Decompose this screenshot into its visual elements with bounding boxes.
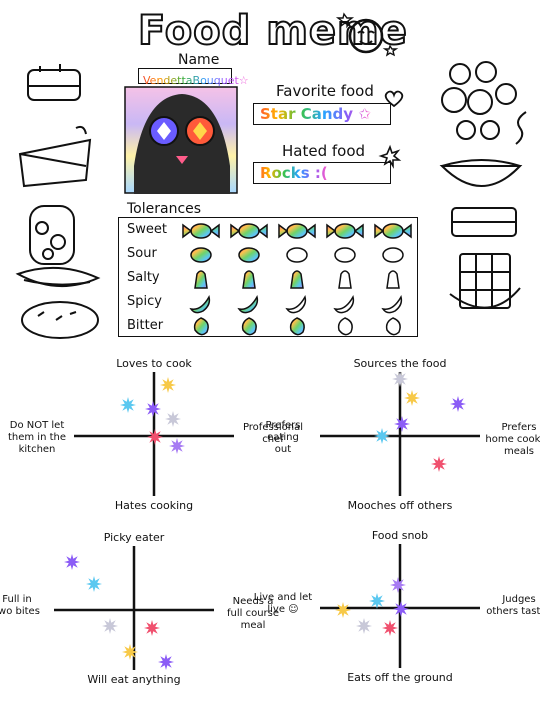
tolerances-title: Tolerances bbox=[127, 201, 202, 217]
star-marker bbox=[144, 620, 160, 636]
leaf-icon bbox=[241, 317, 257, 336]
star-marker bbox=[356, 618, 372, 634]
star-marker bbox=[169, 438, 185, 454]
star-marker bbox=[374, 428, 390, 444]
heart-icon bbox=[384, 90, 404, 108]
chart-3-left-label: Full in two bites bbox=[0, 594, 40, 617]
chart-4-right-label: Judges others tastes bbox=[486, 594, 540, 617]
star-marker bbox=[145, 401, 161, 417]
tolerance-label-spicy: Spicy bbox=[127, 294, 162, 309]
character-portrait bbox=[124, 86, 238, 194]
star-marker bbox=[122, 644, 138, 660]
name-label: Name bbox=[178, 52, 220, 68]
pepper-icon bbox=[189, 295, 211, 314]
lemon-icon bbox=[190, 247, 212, 263]
chart-1-top-label: Loves to cook bbox=[116, 357, 192, 370]
candy-icon bbox=[326, 223, 364, 239]
tolerance-label-sweet: Sweet bbox=[127, 222, 167, 237]
tolerance-label-sour: Sour bbox=[127, 246, 157, 261]
smiley-icon bbox=[335, 12, 399, 57]
lemon-icon bbox=[286, 247, 308, 263]
candy-icon bbox=[374, 223, 412, 239]
star-marker bbox=[160, 377, 176, 393]
chart-2-top-label: Sources the food bbox=[353, 357, 447, 370]
salt-shaker-icon bbox=[290, 270, 304, 289]
chart-2-left-label: Prefers eating out bbox=[265, 420, 301, 455]
candy-icon bbox=[182, 223, 220, 239]
star-marker bbox=[147, 429, 163, 445]
pepper-icon bbox=[381, 295, 403, 314]
hated-food-field: Rocks :( bbox=[253, 162, 391, 184]
lemon-icon bbox=[238, 247, 260, 263]
star-marker bbox=[64, 554, 80, 570]
star-marker bbox=[450, 396, 466, 412]
chart-4-bottom-label: Eats off the ground bbox=[347, 671, 453, 684]
salt-shaker-icon bbox=[338, 270, 352, 289]
star-marker bbox=[392, 371, 408, 387]
pepper-icon bbox=[333, 295, 355, 314]
candy-icon bbox=[278, 223, 316, 239]
tolerance-label-salty: Salty bbox=[127, 270, 160, 285]
favorite-food-label: Favorite food bbox=[276, 82, 374, 100]
favorite-food-field: Star Candy ✩ bbox=[253, 103, 391, 125]
lemon-icon bbox=[382, 247, 404, 263]
chart-3-bottom-label: Will eat anything bbox=[87, 673, 181, 686]
food-doodles-right bbox=[439, 61, 527, 309]
leaf-icon bbox=[289, 317, 305, 336]
name-value: VendettaBouquet☆ bbox=[139, 74, 249, 87]
leaf-icon bbox=[385, 317, 401, 336]
tolerance-label-bitter: Bitter bbox=[127, 318, 164, 333]
chart-4-top-label: Food snob bbox=[371, 529, 429, 542]
star-marker bbox=[382, 620, 398, 636]
chart-2-right-label: Prefers home cooked meals bbox=[485, 422, 540, 457]
chart-4-left-label: Live and let live ☺ bbox=[253, 592, 313, 615]
star-marker bbox=[335, 602, 351, 618]
star-marker bbox=[390, 577, 406, 593]
anger-icon bbox=[378, 144, 402, 169]
leaf-icon bbox=[193, 317, 209, 336]
star-marker bbox=[86, 576, 102, 592]
star-marker bbox=[102, 618, 118, 634]
star-marker bbox=[165, 411, 181, 427]
salt-shaker-icon bbox=[194, 270, 208, 289]
chart-axis bbox=[54, 546, 214, 670]
chart-1-bottom-label: Hates cooking bbox=[114, 499, 194, 512]
salt-shaker-icon bbox=[242, 270, 256, 289]
star-marker bbox=[369, 593, 385, 609]
chart-axis bbox=[320, 372, 480, 496]
lemon-icon bbox=[334, 247, 356, 263]
star-marker bbox=[120, 397, 136, 413]
pepper-icon bbox=[237, 295, 259, 314]
star-marker bbox=[404, 390, 420, 406]
tolerances-table bbox=[118, 217, 418, 337]
star-marker bbox=[431, 456, 447, 472]
chart-3-top-label: Picky eater bbox=[103, 531, 165, 544]
favorite-food-value: Star Candy ✩ bbox=[254, 105, 371, 123]
pepper-icon bbox=[285, 295, 307, 314]
salt-shaker-icon bbox=[386, 270, 400, 289]
chart-1-right-label: Professional chef bbox=[242, 422, 304, 445]
star-marker bbox=[394, 416, 410, 432]
hated-food-label: Hated food bbox=[282, 142, 366, 160]
chart-1-left-label: Do NOT let them in the kitchen bbox=[7, 420, 67, 455]
name-field: VendettaBouquet☆ bbox=[138, 68, 249, 87]
chart-3-right-label: Needs a full course meal bbox=[226, 596, 280, 631]
chart-2-bottom-label: Mooches off others bbox=[347, 499, 453, 512]
food-doodles-left bbox=[15, 64, 101, 339]
hated-food-value: Rocks :( bbox=[254, 164, 328, 182]
star-marker bbox=[393, 601, 409, 617]
candy-icon bbox=[230, 223, 268, 239]
leaf-icon bbox=[337, 317, 353, 336]
star-marker bbox=[158, 654, 174, 670]
